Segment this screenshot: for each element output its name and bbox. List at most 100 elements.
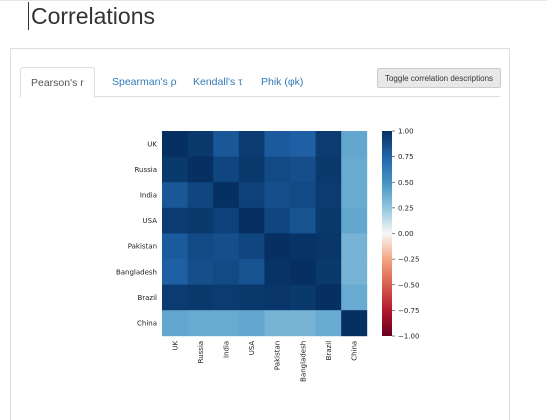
x-label-china: China: [351, 341, 359, 361]
heatmap-cell-india-bangladesh: [290, 182, 316, 209]
colorbar-tick-label: −0.25: [398, 256, 419, 264]
colorbar-tick-label: 0.50: [398, 179, 414, 187]
top-divider: [0, 0, 547, 1]
heatmap-cell-india-russia: [187, 182, 214, 209]
tab-spearman[interactable]: Spearman's ρ: [112, 76, 177, 88]
heatmap-cell-bangladesh-uk: [162, 259, 188, 285]
heatmap-cell-uk-uk: [162, 131, 188, 157]
heatmap-cell-usa-uk: [162, 207, 188, 234]
colorbar-tick-label: 0.00: [398, 230, 414, 238]
heatmap-cell-brazil-bangladesh: [290, 284, 316, 311]
heatmap-cell-uk-usa: [238, 131, 265, 157]
heatmap-cell-india-china: [341, 182, 368, 209]
heatmap-cell-pakistan-brazil: [315, 233, 342, 260]
y-label-brazil: Brazil: [137, 294, 157, 302]
heatmap-cell-pakistan-russia: [187, 233, 214, 260]
page-title: Correlations: [28, 2, 155, 30]
heatmap-cell-bangladesh-bangladesh: [290, 259, 316, 285]
x-label-uk: UK: [171, 340, 179, 350]
x-label-india: India: [223, 341, 231, 358]
x-label-pakistan: Pakistan: [274, 341, 282, 370]
heatmap-cell-russia-russia: [187, 156, 214, 183]
heatmap-cell-china-china: [341, 310, 368, 337]
colorbar-gradient: [382, 131, 392, 336]
heatmap-cell-bangladesh-pakistan: [264, 259, 291, 285]
heatmap-cell-india-uk: [162, 182, 188, 209]
heatmap-cell-usa-brazil: [315, 207, 342, 234]
heatmap-cell-pakistan-china: [341, 233, 368, 260]
y-label-russia: Russia: [134, 166, 157, 174]
x-axis-labels: UK Russia India USA Pakistan Bangladesh Brazil…: [171, 340, 358, 381]
colorbar-tick-label: 0.75: [398, 153, 414, 161]
heatmap-cell-usa-usa: [238, 207, 265, 234]
heatmap-cell-china-russia: [187, 310, 214, 337]
colorbar-tick-label: 1.00: [398, 128, 414, 136]
heatmap-cell-russia-usa: [238, 156, 265, 183]
heatmap-cell-russia-uk: [162, 156, 188, 183]
heatmap-cell-china-india: [213, 310, 240, 337]
tab-phik[interactable]: Phik (φk): [261, 76, 304, 88]
x-label-brazil: Brazil: [325, 341, 333, 361]
correlation-tabs: Pearson's r Spearman's ρ Kendall's τ Phi…: [20, 67, 500, 98]
heatmap-cell-uk-india: [213, 131, 240, 157]
heatmap-cell-india-brazil: [315, 182, 342, 209]
heatmap-cell-russia-pakistan: [264, 156, 291, 183]
heatmap-cell-china-uk: [162, 310, 188, 337]
heatmap-cell-china-brazil: [315, 310, 342, 337]
y-label-bangladesh: Bangladesh: [116, 268, 157, 276]
heatmap-cell-pakistan-bangladesh: [290, 233, 316, 260]
heatmap-cell-uk-china: [341, 131, 368, 157]
heatmap-cell-brazil-uk: [162, 284, 188, 311]
heatmap-cells: [162, 131, 368, 337]
heatmap-cell-usa-pakistan: [264, 207, 291, 234]
heatmap-cell-china-bangladesh: [290, 310, 316, 337]
heatmap-cell-china-usa: [238, 310, 265, 337]
colorbar-tick-label: 0.25: [398, 204, 414, 212]
colorbar-tick-label: −0.50: [398, 281, 419, 289]
heatmap-cell-russia-china: [341, 156, 368, 183]
heatmap-cell-bangladesh-brazil: [315, 259, 342, 285]
heatmap-cell-uk-bangladesh: [290, 131, 316, 157]
heatmap-cell-russia-bangladesh: [290, 156, 316, 183]
heatmap-cell-uk-russia: [187, 131, 214, 157]
heatmap-cell-usa-india: [213, 207, 240, 234]
x-label-usa: USA: [248, 341, 256, 356]
tab-pearson[interactable]: Pearson's r: [20, 67, 95, 98]
x-label-bangladesh: Bangladesh: [299, 341, 307, 382]
heatmap-cell-russia-brazil: [315, 156, 342, 183]
heatmap-cell-brazil-russia: [187, 284, 214, 311]
heatmap-cell-pakistan-uk: [162, 233, 188, 260]
heatmap-cell-brazil-china: [341, 284, 368, 311]
heatmap-cell-bangladesh-india: [213, 259, 240, 285]
y-label-pakistan: Pakistan: [128, 243, 157, 251]
heatmap-cell-pakistan-usa: [238, 233, 265, 260]
colorbar: 1.00 0.75 0.50 0.25 0.00 −0.25 −0.50 −0.75 −1.00: [382, 128, 419, 341]
heatmap-cell-india-pakistan: [264, 182, 291, 209]
toggle-correlation-descriptions-button[interactable]: Toggle correlation descriptions: [377, 68, 501, 88]
y-axis-labels: UK Russia India USA Pakistan Bangladesh Brazil…: [116, 140, 157, 327]
heatmap-cell-brazil-india: [213, 284, 240, 311]
heatmap-cell-bangladesh-usa: [238, 259, 265, 285]
heatmap-cell-usa-russia: [187, 207, 214, 234]
heatmap-cell-brazil-brazil: [315, 284, 342, 311]
heatmap-cell-china-pakistan: [264, 310, 291, 337]
y-label-china: China: [137, 320, 157, 328]
heatmap-cell-brazil-usa: [238, 284, 265, 311]
heatmap-cell-india-india: [213, 182, 240, 209]
heatmap-cell-bangladesh-china: [341, 259, 368, 285]
heatmap-cell-usa-china: [341, 207, 368, 234]
heatmap-cell-brazil-pakistan: [264, 284, 291, 311]
heatmap-cell-uk-pakistan: [264, 131, 291, 157]
heatmap-cell-usa-bangladesh: [290, 207, 316, 234]
heatmap-cell-pakistan-pakistan: [264, 233, 291, 260]
heatmap-cell-bangladesh-russia: [187, 259, 214, 285]
heatmap-cell-uk-brazil: [315, 131, 342, 157]
tab-kendall[interactable]: Kendall's τ: [193, 76, 243, 88]
y-label-usa: USA: [143, 217, 158, 225]
colorbar-tick-label: −0.75: [398, 307, 419, 315]
heatmap-cell-india-usa: [238, 182, 265, 209]
y-label-uk: UK: [147, 140, 157, 148]
y-label-india: India: [140, 192, 157, 200]
heatmap-cell-russia-india: [213, 156, 240, 183]
